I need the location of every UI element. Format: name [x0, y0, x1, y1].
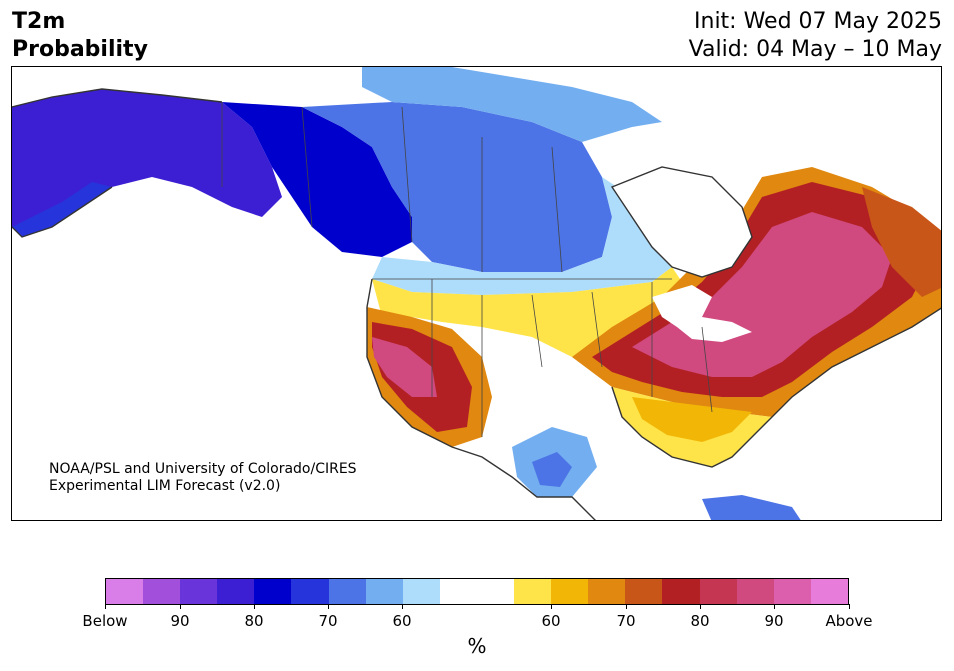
- southwest-above-strong: [372, 337, 437, 397]
- credit-line-1: NOAA/PSL and University of Colorado/CIRE…: [49, 461, 357, 477]
- colorbar-segment-above: [736, 579, 774, 604]
- colorbar-tick-label: Above: [825, 612, 873, 630]
- colorbar-unit: %: [467, 634, 487, 658]
- central-canada-below: [302, 102, 612, 272]
- map-canvas: [12, 67, 941, 520]
- valid-range: Valid: 04 May – 10 May: [688, 37, 942, 62]
- colorbar-tick: [402, 604, 403, 609]
- colorbar-tick: [774, 604, 775, 609]
- coastline: [12, 88, 941, 520]
- hudson-bay-water: [612, 167, 752, 277]
- colorbar-tick-label: 90: [764, 612, 784, 630]
- probability-map: [11, 66, 942, 521]
- colorbar-tick: [700, 604, 701, 609]
- colorbar-tick: [849, 604, 850, 609]
- colorbar-segment-below: [402, 579, 440, 604]
- colorbar-segment-above: [588, 579, 626, 604]
- colorbar-tick-label: 70: [318, 612, 338, 630]
- colorbar-segment-below: [180, 579, 218, 604]
- colorbar-segment-above: [773, 579, 811, 604]
- colorbar: [105, 578, 849, 605]
- credit-text: NOAA/PSL and University of Colorado/CIRE…: [49, 461, 357, 495]
- great-lakes-water: [652, 285, 752, 342]
- prairie-below-light: [372, 177, 672, 295]
- colorbar-tick: [105, 604, 106, 609]
- colorbar-segment-above: [514, 579, 552, 604]
- colorbar-segment-above: [551, 579, 589, 604]
- colorbar-tick-label: 70: [616, 612, 636, 630]
- southeast-above-gold: [632, 397, 752, 442]
- colorbar-tick: [626, 604, 627, 609]
- alaska-ring-blue: [12, 182, 112, 237]
- init-date: Init: Wed 07 May 2025: [694, 9, 942, 34]
- colorbar-tick-label: 80: [244, 612, 264, 630]
- colorbar-tick: [328, 604, 329, 609]
- colorbar-segment-below: [254, 579, 292, 604]
- colorbar-tick-label: 80: [690, 612, 710, 630]
- product-label: Probability: [12, 37, 148, 62]
- colorbar-tick-label: 60: [541, 612, 561, 630]
- colorbar-tick-label: 90: [170, 612, 190, 630]
- chart-title: T2m Probability: [12, 8, 148, 64]
- colorbar-tick-label: Below: [82, 612, 128, 630]
- colorbar-segment-neutral: [439, 579, 515, 604]
- colorbar-tick: [551, 604, 552, 609]
- mexico-below-strong: [532, 452, 572, 487]
- colorbar-tick-label: 60: [392, 612, 412, 630]
- colorbar-segment-below: [217, 579, 255, 604]
- forecast-dates: Init: Wed 07 May 2025 Valid: 04 May – 10…: [689, 8, 942, 64]
- colorbar-segment-above: [810, 579, 848, 604]
- colorbar-segment-below: [143, 579, 181, 604]
- labrador-above: [862, 187, 941, 297]
- colorbar-tick: [180, 604, 181, 609]
- colorbar-segment-above: [699, 579, 737, 604]
- colorbar-segment-below: [291, 579, 329, 604]
- variable-label: T2m: [12, 9, 66, 34]
- colorbar-segment-below: [106, 579, 144, 604]
- arctic-below-light: [362, 67, 662, 142]
- colorbar-tick: [254, 604, 255, 609]
- colorbar-segment-above: [662, 579, 700, 604]
- colorbar-segment-below: [365, 579, 403, 604]
- borders: [221, 102, 713, 437]
- caribbean-below: [702, 495, 801, 520]
- colorbar-segment-above: [625, 579, 663, 604]
- credit-line-2: Experimental LIM Forecast (v2.0): [49, 478, 281, 494]
- colorbar-segment-below: [328, 579, 366, 604]
- western-canada-below: [222, 102, 412, 257]
